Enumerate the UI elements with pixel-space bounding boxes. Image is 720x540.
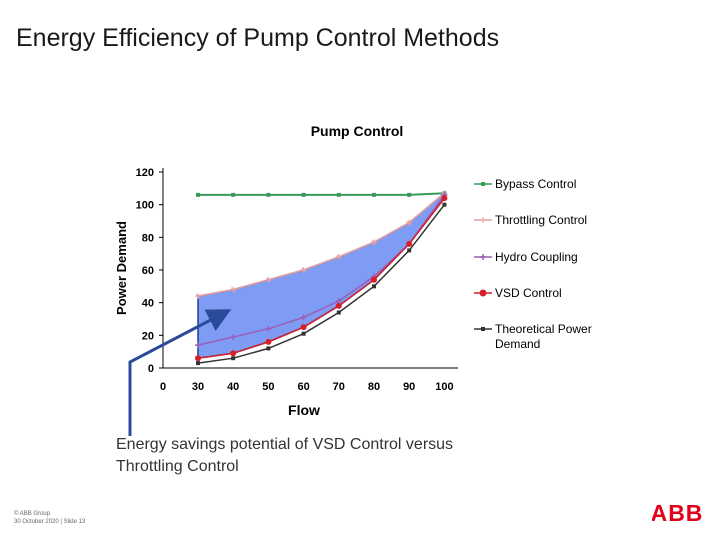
y-tick-label: 80 bbox=[142, 232, 154, 244]
legend-marker-vsd bbox=[479, 289, 487, 297]
x-tick-label: 30 bbox=[192, 381, 204, 393]
point-bypass bbox=[372, 192, 376, 197]
legend-marker-hydro bbox=[480, 254, 486, 260]
point-vsd bbox=[335, 302, 342, 309]
x-tick-label: 60 bbox=[297, 381, 309, 393]
point-hydro bbox=[300, 314, 307, 321]
savings-area bbox=[197, 191, 446, 360]
point-theoretical bbox=[231, 356, 236, 361]
point-theoretical bbox=[301, 331, 306, 336]
legend-marker-theoretical bbox=[481, 327, 485, 331]
chart-caption: Energy savings potential of VSD Control … bbox=[116, 434, 536, 478]
point-throttling bbox=[195, 293, 201, 300]
x-tick-label: 0 bbox=[160, 381, 166, 393]
series-line-vsd bbox=[197, 197, 445, 359]
chart-title: Pump Control bbox=[311, 123, 404, 139]
x-tick-label: 50 bbox=[262, 381, 274, 393]
point-throttling bbox=[300, 267, 307, 273]
x-tick-label: 80 bbox=[368, 381, 380, 393]
point-hydro bbox=[195, 342, 201, 349]
y-tick-label: 40 bbox=[142, 298, 154, 310]
x-tick-label: 70 bbox=[333, 381, 345, 393]
y-tick-label: 0 bbox=[148, 363, 154, 375]
caption-line-2: Throttling Control bbox=[116, 458, 239, 475]
x-axis-label: Flow bbox=[288, 402, 320, 418]
point-bypass bbox=[336, 192, 341, 197]
point-theoretical bbox=[442, 202, 447, 207]
caption-line-1: Energy savings potential of VSD Control … bbox=[116, 436, 454, 453]
point-throttling bbox=[335, 253, 342, 260]
point-vsd bbox=[195, 355, 201, 362]
point-bypass bbox=[266, 192, 271, 197]
legend-label-throttling: Throttling Control bbox=[495, 213, 587, 227]
legend-label-hydro: Hydro Coupling bbox=[495, 250, 578, 264]
point-throttling bbox=[371, 239, 377, 246]
slide-title: Energy Efficiency of Pump Control Method… bbox=[16, 24, 500, 52]
footer-date-slide: 30 October 2020 | Slide 13 bbox=[14, 519, 86, 525]
legend-label-theoretical: Theoretical Power Demand bbox=[495, 322, 592, 351]
point-vsd bbox=[230, 350, 237, 357]
point-theoretical bbox=[407, 248, 412, 253]
legend-marker-throttling bbox=[480, 217, 486, 223]
point-vsd bbox=[371, 276, 377, 283]
point-throttling bbox=[230, 286, 237, 293]
y-tick-label: 20 bbox=[142, 330, 154, 342]
point-throttling bbox=[265, 276, 272, 283]
point-hydro bbox=[230, 333, 237, 340]
abb-logo-text: ABB bbox=[652, 500, 702, 524]
x-tick-label: 100 bbox=[435, 381, 453, 393]
y-tick-label: 100 bbox=[136, 200, 154, 212]
point-vsd bbox=[441, 195, 448, 202]
x-tick-label: 90 bbox=[403, 381, 415, 393]
point-bypass bbox=[196, 192, 200, 197]
legend-label-bypass: Bypass Control bbox=[495, 177, 576, 191]
y-tick-label: 120 bbox=[136, 167, 154, 179]
series-line-bypass bbox=[198, 192, 445, 196]
x-tick-label: 40 bbox=[227, 381, 239, 393]
y-tick-label: 60 bbox=[142, 265, 154, 277]
point-hydro bbox=[265, 325, 272, 332]
point-bypass bbox=[301, 192, 306, 197]
point-theoretical bbox=[196, 361, 200, 366]
point-theoretical bbox=[372, 284, 376, 289]
point-vsd bbox=[265, 338, 272, 345]
series-line-theoretical bbox=[197, 204, 445, 364]
slide-footer: © ABB Group 30 October 2020 | Slide 13 bbox=[14, 510, 85, 526]
point-vsd bbox=[300, 324, 307, 331]
series-line-throttling bbox=[197, 192, 445, 297]
abb-logo: ABB bbox=[652, 500, 702, 524]
point-throttling bbox=[406, 219, 413, 226]
annotation-arrow bbox=[128, 309, 232, 436]
point-bypass bbox=[231, 192, 236, 197]
legend-label-vsd: VSD Control bbox=[495, 286, 562, 300]
legend-marker-bypass bbox=[481, 182, 485, 186]
point-theoretical bbox=[266, 346, 271, 351]
point-bypass bbox=[407, 192, 412, 197]
point-theoretical bbox=[336, 310, 341, 315]
point-vsd bbox=[406, 240, 413, 247]
footer-copyright: © ABB Group bbox=[14, 511, 51, 517]
y-axis-label: Power Demand bbox=[114, 221, 129, 315]
